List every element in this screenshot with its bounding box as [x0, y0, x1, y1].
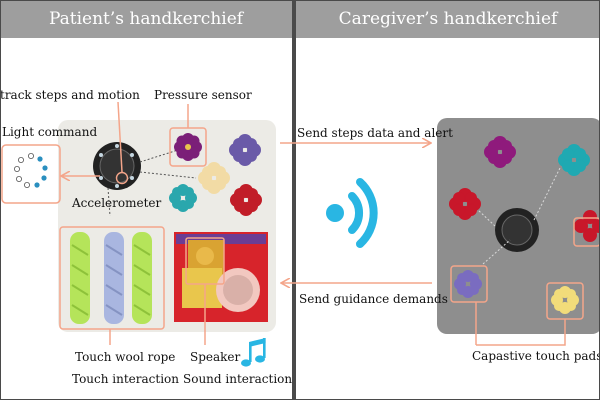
capacitive-touch-pads-label: Capastive touch pads: [472, 349, 600, 363]
track-callout-line: [117, 101, 123, 173]
flower-purple-icon: [174, 133, 202, 161]
flower-lavender-icon: [454, 270, 482, 298]
send-steps-label: Send steps data and alert: [297, 126, 453, 140]
flower-yellow-icon: [551, 286, 579, 314]
panel-divider: [292, 0, 296, 400]
send-guidance-label: Send guidance demands: [299, 292, 448, 306]
accelerometer-label: Accelerometer: [72, 196, 162, 210]
flower-magenta-icon: [484, 136, 516, 168]
wireless-icon: [326, 178, 378, 248]
led-ring-icon: [13, 152, 48, 188]
touch-wool-rope-label: Touch wool rope: [75, 350, 176, 364]
sound-interaction-label: Sound interaction: [183, 372, 293, 386]
light-command-label: Light command: [2, 125, 98, 139]
patient-panel-title: Patient’s handkerchief: [0, 0, 292, 38]
flower-red-icon: [574, 210, 600, 242]
speaker-book-icon: [174, 232, 268, 322]
music-note-icon: [241, 338, 266, 367]
circuit-board-icon: [93, 142, 141, 190]
caregiver-panel-title: Caregiver’s handkerchief: [296, 0, 600, 38]
pads-callout-line-2: [476, 319, 566, 346]
circuit-board-icon: [495, 208, 539, 252]
flower-red-icon: [230, 184, 262, 216]
patient-handkerchief-photo: [58, 120, 276, 332]
track-steps-label: track steps and motion: [0, 88, 140, 102]
touch-pad-highlight: [450, 265, 488, 303]
wool-rope-icon: [70, 232, 152, 324]
flower-red-icon: [449, 188, 481, 220]
touch-pad-highlight: [573, 217, 600, 247]
wool-rope-highlight: [59, 226, 165, 330]
flower-teal-icon: [169, 184, 197, 212]
caregiver-handkerchief-photo: [437, 118, 600, 334]
flower-cream-icon: [198, 162, 230, 194]
pressure-sensor-label: Pressure sensor: [154, 88, 252, 102]
flower-lavender-icon: [229, 134, 261, 166]
flower-teal-icon: [558, 144, 590, 176]
speaker-label: Speaker: [190, 350, 241, 364]
touch-interaction-label: Touch interaction: [72, 372, 180, 386]
